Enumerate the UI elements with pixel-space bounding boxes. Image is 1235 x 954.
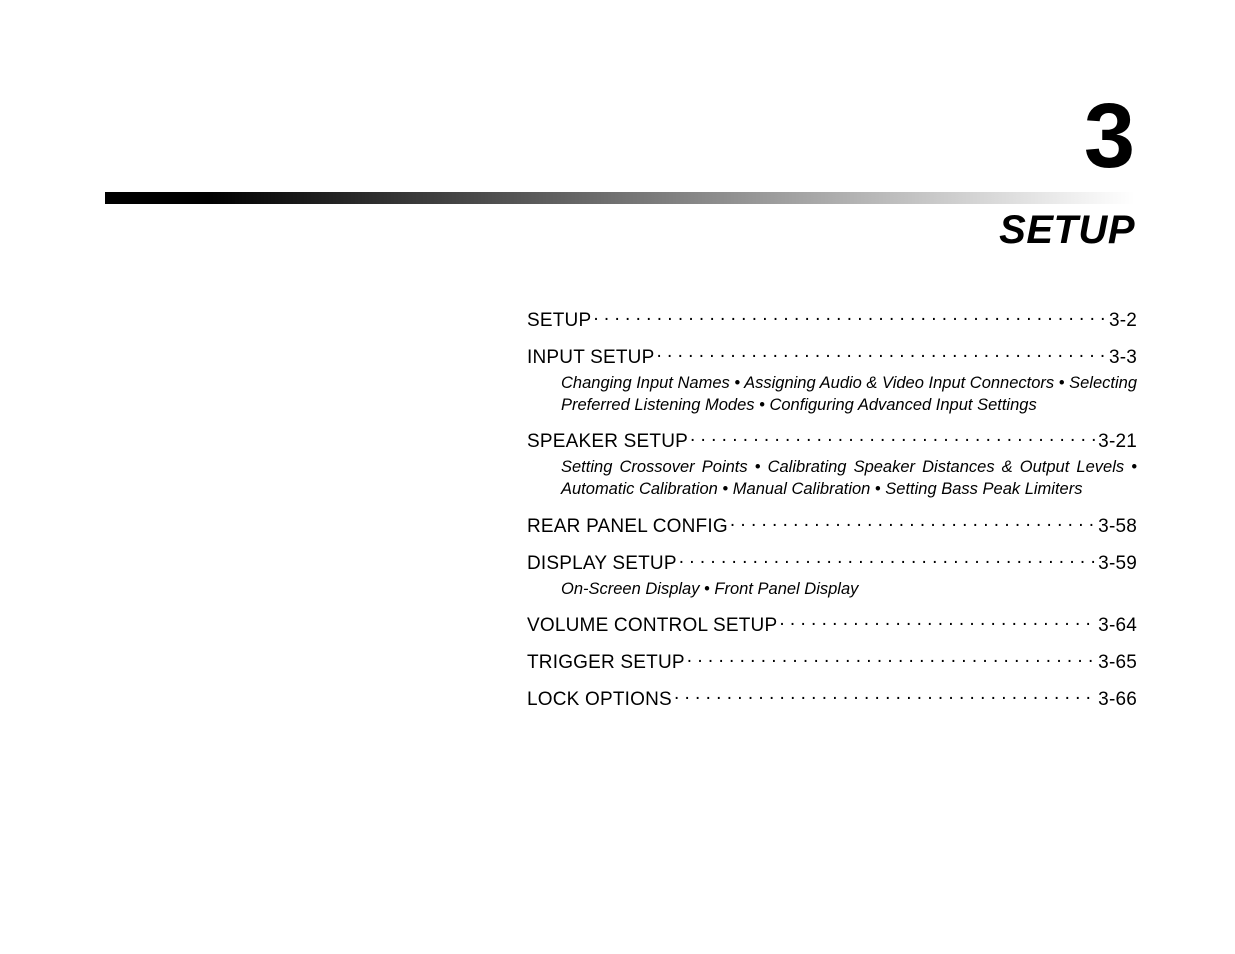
toc-leader-dots — [656, 342, 1106, 363]
toc-entry-input-setup: INPUT SETUP 3-3 — [527, 342, 1137, 369]
toc-label: DISPLAY SETUP — [527, 553, 677, 575]
toc-page: 3-64 — [1098, 615, 1137, 637]
toc-label: SPEAKER SETUP — [527, 431, 688, 453]
toc-page: 3-21 — [1098, 431, 1137, 453]
toc-page: 3-3 — [1109, 347, 1137, 369]
toc-label: VOLUME CONTROL SETUP — [527, 615, 777, 637]
toc-label: REAR PANEL CONFIG — [527, 516, 728, 538]
toc-leader-dots — [674, 684, 1096, 705]
toc-entry-display-setup: DISPLAY SETUP 3-59 — [527, 548, 1137, 575]
toc-block: LOCK OPTIONS 3-66 — [527, 684, 1137, 711]
toc-description: On-Screen Display • Front Panel Display — [561, 579, 1137, 601]
toc-page: 3-66 — [1098, 689, 1137, 711]
toc-leader-dots — [730, 511, 1096, 532]
chapter-number: 3 — [1084, 90, 1135, 182]
divider-gradient-bar — [105, 192, 1135, 204]
toc-leader-dots — [779, 610, 1096, 631]
toc-page: 3-2 — [1109, 310, 1137, 332]
toc-block: DISPLAY SETUP 3-59 On-Screen Display • F… — [527, 548, 1137, 601]
toc-description: Setting Crossover Points • Calibrating S… — [561, 457, 1137, 501]
toc-label: SETUP — [527, 310, 591, 332]
toc-leader-dots — [593, 305, 1107, 326]
chapter-title: SETUP — [999, 208, 1135, 253]
toc-leader-dots — [679, 548, 1096, 569]
toc-label: INPUT SETUP — [527, 347, 654, 369]
toc-label: TRIGGER SETUP — [527, 652, 685, 674]
toc-entry-rear-panel-config: REAR PANEL CONFIG 3-58 — [527, 511, 1137, 538]
toc-block: SETUP 3-2 — [527, 305, 1137, 332]
toc-block: REAR PANEL CONFIG 3-58 — [527, 511, 1137, 538]
toc-entry-trigger-setup: TRIGGER SETUP 3-65 — [527, 647, 1137, 674]
toc-leader-dots — [690, 426, 1096, 447]
toc-block: TRIGGER SETUP 3-65 — [527, 647, 1137, 674]
toc-page: 3-65 — [1098, 652, 1137, 674]
toc-entry-setup: SETUP 3-2 — [527, 305, 1137, 332]
toc-block: SPEAKER SETUP 3-21 Setting Crossover Poi… — [527, 426, 1137, 500]
toc-page: 3-58 — [1098, 516, 1137, 538]
table-of-contents: SETUP 3-2 INPUT SETUP 3-3 Changing Input… — [527, 305, 1137, 721]
toc-leader-dots — [687, 647, 1096, 668]
toc-description: Changing Input Names • Assigning Audio &… — [561, 373, 1137, 417]
toc-entry-lock-options: LOCK OPTIONS 3-66 — [527, 684, 1137, 711]
toc-block: INPUT SETUP 3-3 Changing Input Names • A… — [527, 342, 1137, 416]
toc-entry-volume-control-setup: VOLUME CONTROL SETUP 3-64 — [527, 610, 1137, 637]
toc-block: VOLUME CONTROL SETUP 3-64 — [527, 610, 1137, 637]
toc-page: 3-59 — [1098, 553, 1137, 575]
toc-entry-speaker-setup: SPEAKER SETUP 3-21 — [527, 426, 1137, 453]
page: 3 SETUP SETUP 3-2 INPUT SETUP 3-3 Changi… — [0, 0, 1235, 954]
toc-label: LOCK OPTIONS — [527, 689, 672, 711]
